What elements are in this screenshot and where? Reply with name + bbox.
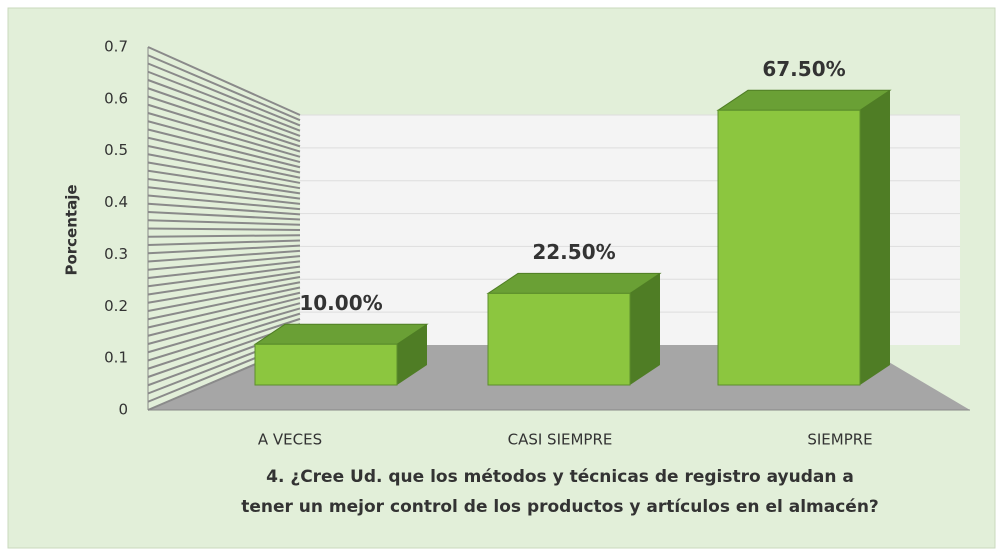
hatch-line [147, 103, 301, 153]
hatch-line [147, 186, 301, 205]
hatch-line [147, 178, 301, 200]
bar-side [630, 273, 660, 385]
data-label: 10.00% [299, 291, 382, 315]
hatch-line [147, 302, 301, 345]
hatch-line [147, 265, 301, 288]
hatch-line [147, 244, 301, 255]
bar-top [486, 272, 662, 294]
hatch-line [147, 145, 301, 179]
hatch-line [147, 307, 301, 354]
y-tick-label: 0.2 [104, 297, 128, 315]
hatch-line [147, 62, 301, 127]
hatch-line [147, 239, 301, 246]
hatch-line [147, 286, 301, 321]
hatch-line [147, 296, 301, 337]
hatch-line [147, 136, 301, 174]
hatch-line [147, 249, 301, 263]
hatch-line [147, 161, 301, 190]
hatch-line [147, 95, 301, 148]
hatch-line [147, 234, 301, 238]
hatch-line [147, 112, 301, 158]
hatch-line [147, 202, 301, 216]
hatch-line [147, 54, 301, 122]
y-tick-label: 0.1 [104, 349, 128, 367]
hatch-line [147, 270, 301, 296]
y-tick-label: 0.7 [104, 38, 128, 56]
hatch-line [147, 120, 301, 164]
bar-side [860, 90, 890, 386]
hatch-line [147, 87, 301, 143]
y-tick-label: 0.3 [104, 245, 128, 263]
x-tick-label: A VECES [258, 431, 322, 449]
hatch-line [147, 79, 301, 137]
hatch-line [147, 219, 301, 226]
bar [254, 343, 398, 386]
y-axis-label: Porcentaje [63, 184, 81, 275]
hatch-line [147, 227, 301, 231]
hatch-line [147, 260, 301, 279]
hatch-line [147, 211, 301, 221]
x-axis-label: 4. ¿Cree Ud. que los métodos y técnicas … [241, 467, 879, 517]
y-tick-label: 0.6 [104, 89, 128, 107]
hatch-line [147, 70, 301, 132]
hatch-line [147, 281, 301, 312]
data-label: 67.50% [762, 57, 845, 81]
bar-top [253, 323, 429, 345]
hatch-line [147, 291, 301, 329]
hatch-line [147, 153, 301, 184]
hatch-line [147, 169, 301, 195]
hatch-line [147, 276, 301, 304]
y-tick-label: 0.5 [104, 141, 128, 159]
bar [717, 109, 861, 386]
y-tick-label: 0 [118, 401, 128, 419]
bar [487, 292, 631, 386]
bar-top [716, 89, 892, 111]
hatch-line [147, 128, 301, 169]
x-tick-label: SIEMPRE [807, 431, 872, 449]
hatch-line [147, 194, 301, 211]
x-tick-label: CASI SIEMPRE [508, 431, 613, 449]
hatch-line [147, 317, 301, 370]
hatch-line [147, 312, 301, 362]
data-label: 22.50% [532, 240, 615, 264]
y-tick-label: 0.4 [104, 193, 128, 211]
hatch-line [147, 255, 301, 271]
hatch-line [147, 46, 301, 116]
